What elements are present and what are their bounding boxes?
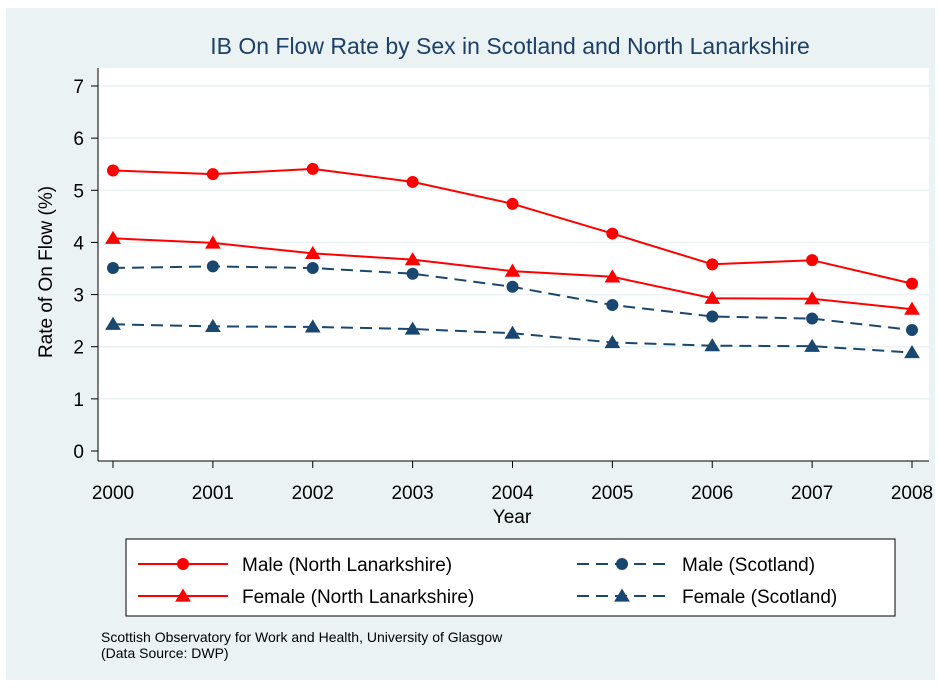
- y-tick-label: 4: [73, 233, 84, 254]
- data-point: [904, 301, 920, 315]
- data-point: [205, 235, 221, 249]
- data-point: [606, 299, 619, 311]
- data-point: [504, 325, 521, 339]
- x-tick-label: 2002: [292, 483, 334, 504]
- y-tick-label: 3: [73, 286, 84, 307]
- legend-entry: Male (North Lanarkshire): [138, 555, 452, 576]
- legend-swatch-marker: [616, 558, 628, 570]
- series-3: [105, 230, 920, 315]
- legend-label: Male (North Lanarkshire): [242, 555, 452, 576]
- series-layer: [105, 162, 920, 359]
- legend-swatch-marker: [175, 588, 191, 602]
- series-1: [107, 162, 918, 290]
- y-tick-label: 7: [73, 77, 84, 98]
- data-point: [107, 261, 119, 274]
- data-point: [105, 316, 121, 330]
- series-4: [105, 316, 920, 359]
- data-point: [205, 318, 221, 333]
- x-tick-label: 2004: [491, 483, 534, 504]
- data-point: [406, 175, 419, 188]
- y-tick-label: 1: [73, 390, 84, 411]
- data-point: [404, 252, 421, 266]
- data-point: [206, 168, 219, 181]
- gridlines: [99, 85, 929, 400]
- legend: Male (North Lanarkshire) Male (Scotland) F…: [125, 538, 896, 617]
- data-point: [306, 261, 319, 274]
- x-tick-label: 2000: [92, 483, 134, 504]
- data-point: [406, 267, 419, 280]
- data-point: [606, 227, 619, 240]
- data-point: [206, 260, 219, 273]
- data-point: [806, 312, 819, 325]
- data-point: [604, 269, 621, 283]
- data-point: [904, 344, 920, 359]
- y-axis-ticks: 0 1 2 3 4 5 6 7: [73, 77, 98, 463]
- legend-swatch-marker: [614, 588, 630, 602]
- legend-entry: Male (Scotland): [577, 555, 815, 576]
- legend-entry: Female (North Lanarkshire): [138, 587, 474, 608]
- series-2: [107, 260, 918, 337]
- data-point: [704, 338, 721, 352]
- data-point: [706, 258, 719, 271]
- legend-label: Male (Scotland): [682, 555, 815, 576]
- data-point: [804, 338, 820, 352]
- chart-title: IB On Flow Rate by Sex in Scotland and N…: [210, 33, 810, 59]
- data-point: [404, 321, 421, 335]
- legend-entry: Female (Scotland): [577, 587, 837, 608]
- data-point: [105, 230, 121, 244]
- x-tick-label: 2005: [591, 483, 633, 504]
- data-point: [304, 245, 321, 260]
- x-axis-label: Year: [493, 507, 532, 528]
- x-tick-label: 2003: [391, 483, 433, 504]
- data-point: [704, 290, 721, 304]
- x-tick-label: 2001: [192, 483, 234, 504]
- x-tick-label: 2006: [691, 483, 733, 504]
- plot-area: [98, 68, 929, 461]
- data-point: [506, 197, 519, 210]
- legend-box: [125, 538, 896, 617]
- data-point: [504, 263, 521, 277]
- data-point: [304, 319, 321, 333]
- y-tick-label: 0: [73, 442, 84, 463]
- x-tick-label: 2008: [891, 483, 933, 504]
- data-point: [107, 164, 119, 177]
- legend-label: Female (Scotland): [682, 587, 837, 608]
- data-point: [906, 277, 918, 290]
- x-axis-ticks: 2000 2001 2002 2003 2004 2005 2006 2007 2008: [92, 461, 933, 504]
- legend-swatch-marker: [177, 558, 189, 570]
- source-note-line-1: Scottish Observatory for Work and Health…: [101, 629, 503, 645]
- data-point: [706, 310, 719, 323]
- y-tick-label: 6: [73, 129, 84, 150]
- x-tick-label: 2007: [791, 483, 833, 504]
- data-point: [506, 280, 519, 293]
- legend-label: Female (North Lanarkshire): [242, 587, 474, 608]
- source-note-line-2: (Data Source: DWP): [101, 645, 229, 661]
- y-axis-label: Rate of On Flow (%): [36, 186, 57, 358]
- data-point: [804, 291, 820, 305]
- data-point: [906, 324, 918, 337]
- y-tick-label: 5: [73, 181, 84, 202]
- y-tick-label: 2: [73, 338, 84, 359]
- data-point: [806, 254, 819, 267]
- data-point: [604, 335, 621, 349]
- data-point: [306, 162, 319, 175]
